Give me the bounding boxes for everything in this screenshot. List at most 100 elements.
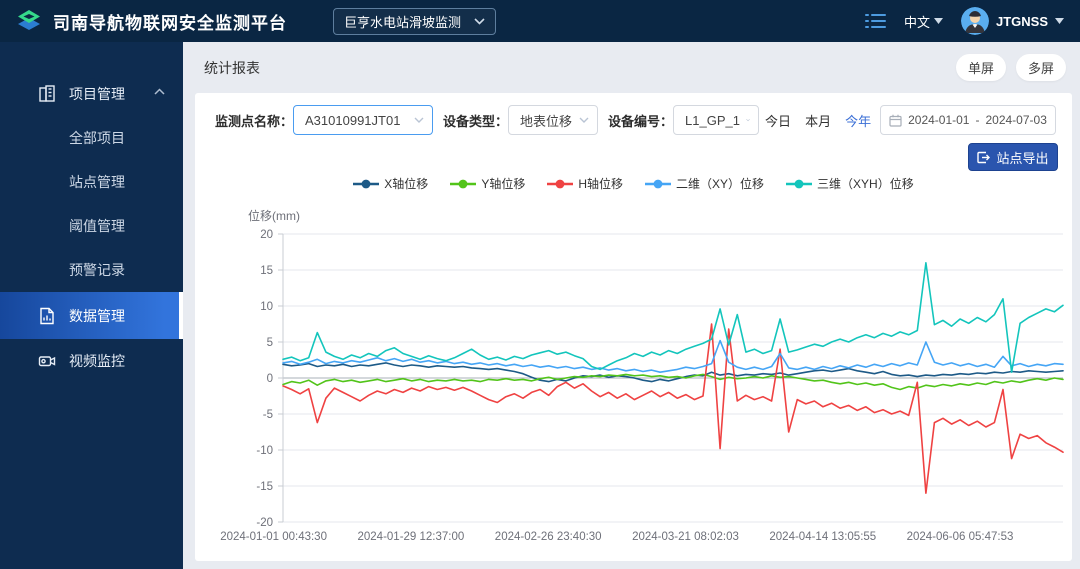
chevron-up-icon xyxy=(154,88,165,95)
series-line xyxy=(282,323,1064,495)
series-line xyxy=(282,362,1064,383)
video-camera-icon xyxy=(38,356,56,367)
legend-item[interactable]: X轴位移 xyxy=(353,175,428,192)
y-axis-title: 位移(mm) xyxy=(248,208,300,223)
sidebar-item-all-projects[interactable]: 全部项目 xyxy=(0,116,183,160)
chevron-down-icon xyxy=(746,118,750,122)
chart-container: 位移(mm) 20 15 10 5 0 -5 -10 -15 -20 2024-01-01 00:4… xyxy=(195,196,1072,548)
y-tick-label: 20 xyxy=(260,229,273,241)
y-tick-label: -15 xyxy=(256,481,273,493)
app-header: 司南导航物联网安全监测平台 巨亨水电站滑坡监测 中文 xyxy=(0,0,1080,42)
language-label: 中文 xyxy=(903,14,930,30)
sidebar-item-label: 项目管理 xyxy=(69,86,125,102)
calendar-icon xyxy=(889,114,902,127)
export-icon xyxy=(977,151,991,163)
legend-label: 二维（XY）位移 xyxy=(676,177,765,191)
legend-label: Y轴位移 xyxy=(481,177,526,191)
sidebar-item-label: 阈值管理 xyxy=(69,218,125,234)
device-type-value: 地表位移 xyxy=(520,113,573,129)
legend-item[interactable]: H轴位移 xyxy=(547,175,623,192)
project-selector[interactable]: 巨亨水电站滑坡监测 xyxy=(333,7,496,35)
quick-range-month[interactable]: 本月 xyxy=(805,113,832,129)
device-no-label: 设备编号： xyxy=(608,113,674,129)
avatar xyxy=(960,7,989,35)
export-button-label: 站点导出 xyxy=(996,150,1049,166)
legend-line-marker-icon xyxy=(547,179,574,188)
sidebar-item-label: 数据管理 xyxy=(69,307,125,324)
app-title: 司南导航物联网安全监测平台 xyxy=(53,13,287,33)
y-tick-label: -5 xyxy=(263,409,273,421)
y-tick-label: 5 xyxy=(267,337,273,349)
multi-screen-button[interactable]: 多屏 xyxy=(1016,54,1066,81)
legend-label: H轴位移 xyxy=(578,177,623,191)
report-card: 监测点名称： A31010991JT01 设备类型： 地表位移 xyxy=(195,93,1072,561)
sidebar-group-project-mgmt[interactable]: 项目管理 xyxy=(0,72,183,116)
language-selector[interactable]: 中文 xyxy=(904,12,943,31)
single-screen-button[interactable]: 单屏 xyxy=(956,54,1006,81)
building-icon xyxy=(39,85,55,102)
sidebar-item-label: 预警记录 xyxy=(69,262,125,278)
series-line xyxy=(282,373,1064,391)
legend-line-marker-icon xyxy=(645,179,671,188)
date-range-start: 2024-01-01 xyxy=(908,113,970,127)
series-line xyxy=(282,339,1064,373)
device-type-label: 设备类型： xyxy=(443,113,509,129)
point-name-label: 监测点名称： xyxy=(215,113,294,129)
x-tick-label: 2024-01-01 00:43:30 xyxy=(220,531,327,543)
x-tick-label: 2024-03-21 08:02:03 xyxy=(632,531,739,543)
legend-item[interactable]: Y轴位移 xyxy=(450,175,525,192)
point-name-select[interactable]: A31010991JT01 xyxy=(293,105,434,135)
project-selector-value: 巨亨水电站滑坡监测 xyxy=(344,14,462,30)
device-no-select[interactable]: L1_GP_1 xyxy=(673,105,760,135)
menu-list-icon[interactable] xyxy=(864,13,886,29)
date-range-picker[interactable]: 2024-01-01 - 2024-07-03 xyxy=(880,105,1056,135)
legend-item[interactable]: 三维（XYH）位移 xyxy=(786,175,914,192)
station-export-button[interactable]: 站点导出 xyxy=(968,143,1058,171)
sidebar-item-video-monitor[interactable]: 视频监控 xyxy=(0,339,183,383)
x-tick-label: 2024-02-26 23:40:30 xyxy=(495,531,602,543)
x-tick-label: 2024-01-29 12:37:00 xyxy=(358,531,465,543)
x-tick-label: 2024-04-14 13:05:55 xyxy=(769,531,876,543)
legend-line-marker-icon xyxy=(353,179,380,188)
chevron-down-icon xyxy=(414,117,424,123)
legend-line-marker-icon xyxy=(450,179,477,188)
quick-range-today[interactable]: 今日 xyxy=(765,113,792,129)
chevron-down-icon xyxy=(579,117,589,123)
x-tick-label: 2024-06-06 05:47:53 xyxy=(907,531,1014,543)
y-tick-label: 0 xyxy=(267,373,273,385)
y-tick-label: -10 xyxy=(256,445,273,457)
caret-down-icon xyxy=(933,18,943,24)
displacement-chart: 位移(mm) 20 15 10 5 0 -5 -10 -15 -20 2024-01-01 00:4… xyxy=(220,208,1064,543)
content-topbar: 统计报表 单屏 多屏 xyxy=(183,42,1080,93)
y-tick-label: 10 xyxy=(260,301,273,313)
legend-label: 三维（XYH）位移 xyxy=(817,177,914,191)
legend-item[interactable]: 二维（XY）位移 xyxy=(645,175,764,192)
point-name-value: A31010991JT01 xyxy=(305,112,401,128)
quick-range-year[interactable]: 今年 xyxy=(845,113,872,129)
legend-label: X轴位移 xyxy=(384,177,429,191)
sidebar-item-threshold-mgmt[interactable]: 阈值管理 xyxy=(0,204,183,248)
sidebar-item-label: 视频监控 xyxy=(69,353,125,369)
active-indicator-bar xyxy=(179,292,183,339)
filter-row: 监测点名称： A31010991JT01 设备类型： 地表位移 xyxy=(195,93,1072,135)
user-menu[interactable]: JTGNSS xyxy=(960,7,1064,35)
sidebar-item-label: 全部项目 xyxy=(69,130,125,146)
legend-line-marker-icon xyxy=(786,179,813,188)
page-title: 统计报表 xyxy=(204,59,260,76)
document-chart-icon xyxy=(40,307,54,324)
device-no-value: L1_GP_1 xyxy=(685,112,740,128)
device-type-select[interactable]: 地表位移 xyxy=(508,105,599,135)
chart-legend: X轴位移 Y轴位移 H轴位移 二维（XY）位移 三维（XYH）位移 xyxy=(195,175,1072,192)
sidebar-item-station-mgmt[interactable]: 站点管理 xyxy=(0,160,183,204)
y-tick-label: 15 xyxy=(260,265,273,277)
chevron-down-icon xyxy=(474,17,485,25)
sidebar-item-alert-records[interactable]: 预警记录 xyxy=(0,248,183,292)
y-tick-label: -20 xyxy=(256,517,273,529)
caret-down-icon xyxy=(1055,18,1064,24)
username: JTGNSS xyxy=(995,13,1048,29)
content-area: 统计报表 单屏 多屏 监测点名称： A31010991JT01 xyxy=(183,42,1080,569)
date-range-separator: - xyxy=(975,113,980,127)
date-range-end: 2024-07-03 xyxy=(985,113,1047,127)
sidebar-item-data-mgmt[interactable]: 数据管理 xyxy=(0,292,183,339)
